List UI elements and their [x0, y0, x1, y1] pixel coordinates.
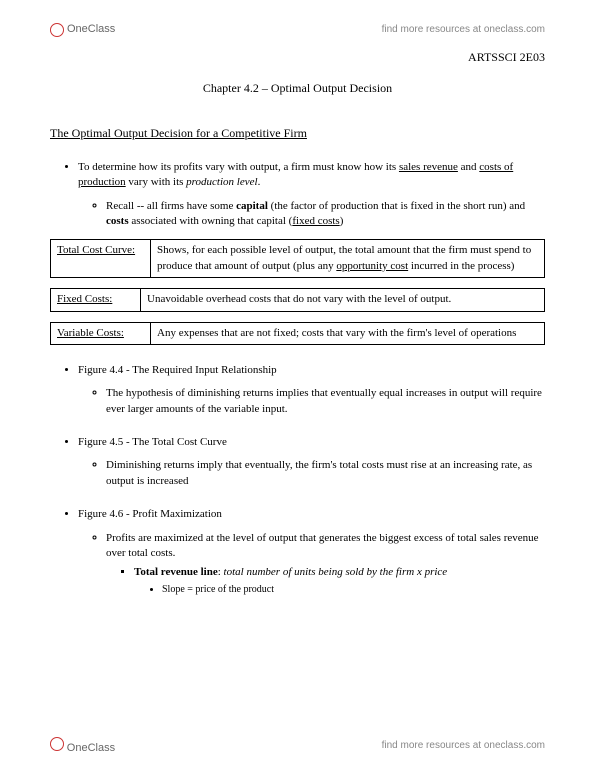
underline-opportunity-cost: opportunity cost [336, 260, 408, 272]
italic-production-level: production level [186, 176, 257, 188]
table-variable-costs: Variable Costs: Any expenses that are no… [50, 322, 545, 345]
sub-list: Recall -- all firms have some capital (t… [78, 199, 545, 230]
page-header: OneClass find more resources at oneclass… [50, 22, 545, 37]
text: Figure 4.4 - The Required Input Relation… [78, 364, 277, 376]
course-code: ARTSSCI 2E03 [50, 49, 545, 66]
bullet-profits-output: To determine how its profits vary with o… [78, 160, 545, 230]
bold-total-revenue: Total revenue line [134, 566, 218, 578]
definition-cell: Unavoidable overhead costs that do not v… [141, 289, 545, 311]
total-revenue-line: Total revenue line: total number of unit… [134, 565, 545, 596]
slope-desc: Slope = price of the product [162, 583, 545, 597]
sub-list: Diminishing returns imply that eventuall… [78, 458, 545, 489]
logo-text: OneClass [67, 742, 115, 754]
text: incurred in the process) [408, 260, 514, 272]
subsub-list: Total revenue line: total number of unit… [106, 565, 545, 596]
term-cell: Fixed Costs: [51, 289, 141, 311]
section-title: The Optimal Output Decision for a Compet… [50, 125, 545, 142]
chapter-title: Chapter 4.2 – Optimal Output Decision [50, 80, 545, 97]
italic-formula: total number of units being sold by the … [224, 566, 448, 578]
figure-45-desc: Diminishing returns imply that eventuall… [106, 458, 545, 489]
sub-list: Profits are maximized at the level of ou… [78, 531, 545, 597]
table-row: Fixed Costs: Unavoidable overhead costs … [51, 289, 545, 311]
table-fixed-costs: Fixed Costs: Unavoidable overhead costs … [50, 288, 545, 311]
text: To determine how its profits vary with o… [78, 161, 399, 173]
text: ) [340, 215, 344, 227]
term-cell: Variable Costs: [51, 322, 151, 344]
text: Recall -- all firms have some [106, 200, 236, 212]
table-row: Total Cost Curve: Shows, for each possib… [51, 240, 545, 278]
figure-44-title: Figure 4.4 - The Required Input Relation… [78, 363, 545, 417]
header-resources-link[interactable]: find more resources at oneclass.com [382, 23, 545, 37]
bold-capital: capital [236, 200, 268, 212]
logo-circle-icon [50, 23, 64, 37]
term-cell: Total Cost Curve: [51, 240, 151, 278]
bullet-recall-capital: Recall -- all firms have some capital (t… [106, 199, 545, 230]
figure-45-title: Figure 4.5 - The Total Cost Curve Dimini… [78, 435, 545, 489]
footer-resources-link[interactable]: find more resources at oneclass.com [382, 739, 545, 753]
figure-44-block: Figure 4.4 - The Required Input Relation… [50, 363, 545, 417]
text: associated with owning that capital ( [129, 215, 293, 227]
figure-46-desc: Profits are maximized at the level of ou… [106, 531, 545, 562]
figure-46-title: Figure 4.6 - Profit Maximization Profits… [78, 507, 545, 597]
main-bullet-list: To determine how its profits vary with o… [50, 160, 545, 230]
text: . [258, 176, 261, 188]
page-footer: OneClass find more resources at oneclass… [50, 737, 545, 756]
text: Figure 4.5 - The Total Cost Curve [78, 436, 227, 448]
text: (the factor of production that is fixed … [268, 200, 525, 212]
table-row: Variable Costs: Any expenses that are no… [51, 322, 545, 344]
text: Figure 4.6 - Profit Maximization [78, 508, 222, 520]
text: vary with its [126, 176, 187, 188]
footer-logo: OneClass [50, 737, 115, 756]
table-total-cost-curve: Total Cost Curve: Shows, for each possib… [50, 239, 545, 278]
figure-44-desc: The hypothesis of diminishing returns im… [106, 386, 545, 417]
definition-cell: Any expenses that are not fixed; costs t… [151, 322, 545, 344]
bold-costs: costs [106, 215, 129, 227]
subsubsub-list: Slope = price of the product [134, 583, 545, 597]
figure-45-block: Figure 4.5 - The Total Cost Curve Dimini… [50, 435, 545, 489]
text: and [458, 161, 479, 173]
figure-46-block: Figure 4.6 - Profit Maximization Profits… [50, 507, 545, 597]
sub-list: The hypothesis of diminishing returns im… [78, 386, 545, 417]
header-logo: OneClass [50, 22, 115, 37]
definition-cell: Shows, for each possible level of output… [151, 240, 545, 278]
logo-circle-icon [50, 737, 64, 751]
logo-text: OneClass [67, 22, 115, 37]
underline-sales-revenue: sales revenue [399, 161, 458, 173]
underline-fixed-costs: fixed costs [292, 215, 339, 227]
